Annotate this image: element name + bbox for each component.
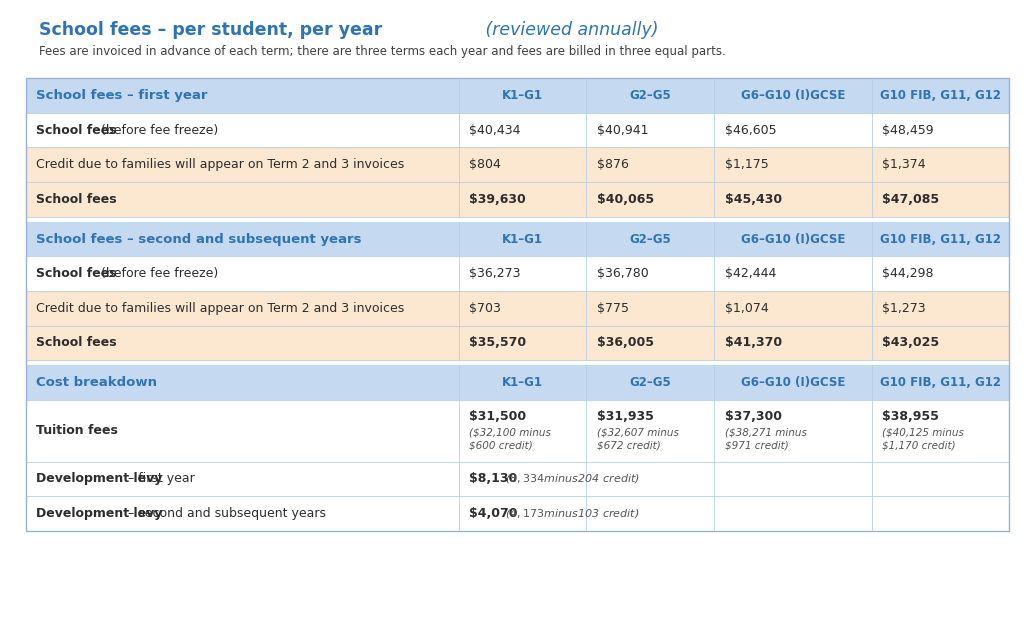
- Text: Development levy: Development levy: [36, 472, 163, 485]
- Text: G2–G5: G2–G5: [629, 376, 672, 389]
- Text: School fees – first year: School fees – first year: [36, 89, 208, 102]
- Text: $42,444: $42,444: [725, 267, 776, 280]
- Text: $47,085: $47,085: [882, 193, 939, 206]
- Text: G2–G5: G2–G5: [629, 89, 672, 102]
- Bar: [26, 78, 1009, 113]
- Bar: [26, 291, 1009, 326]
- Bar: [26, 365, 1009, 400]
- Text: (reviewed annually): (reviewed annually): [480, 21, 658, 38]
- Text: $45,430: $45,430: [725, 193, 782, 206]
- Text: School fees: School fees: [36, 124, 116, 137]
- Text: $46,605: $46,605: [725, 124, 777, 137]
- Text: (before fee freeze): (before fee freeze): [97, 124, 218, 137]
- Text: G6–G10 (I)GCSE: G6–G10 (I)GCSE: [741, 376, 846, 389]
- Text: $38,955: $38,955: [882, 410, 939, 423]
- Text: $41,370: $41,370: [725, 337, 782, 349]
- Text: $804: $804: [469, 158, 501, 171]
- Text: $1,273: $1,273: [882, 302, 926, 315]
- Text: $48,459: $48,459: [882, 124, 933, 137]
- Text: $36,780: $36,780: [596, 267, 649, 280]
- Text: Credit due to families will appear on Term 2 and 3 invoices: Credit due to families will appear on Te…: [36, 302, 405, 315]
- Text: $37,300: $37,300: [725, 410, 782, 423]
- Text: $31,500: $31,500: [469, 410, 526, 423]
- Text: $876: $876: [596, 158, 628, 171]
- Text: $40,434: $40,434: [469, 124, 520, 137]
- Bar: [26, 462, 1009, 496]
- Bar: [26, 326, 1009, 360]
- Text: Development levy: Development levy: [36, 507, 163, 520]
- Text: ($8,334 minus $204 credit): ($8,334 minus $204 credit): [502, 472, 640, 485]
- Text: G6–G10 (I)GCSE: G6–G10 (I)GCSE: [741, 233, 846, 246]
- Text: G10 FIB, G11, G12: G10 FIB, G11, G12: [880, 233, 1001, 246]
- Text: ($4,173 minus $103 credit): ($4,173 minus $103 credit): [502, 507, 640, 520]
- Text: $40,065: $40,065: [596, 193, 654, 206]
- Text: $775: $775: [596, 302, 628, 315]
- Text: $1,074: $1,074: [725, 302, 768, 315]
- Text: $35,570: $35,570: [469, 337, 526, 349]
- Text: – second and subsequent years: – second and subsequent years: [125, 507, 327, 520]
- Text: ($32,100 minus
$600 credit): ($32,100 minus $600 credit): [469, 428, 551, 450]
- Text: $4,070: $4,070: [469, 507, 517, 520]
- Text: $8,130: $8,130: [469, 472, 517, 485]
- Text: G10 FIB, G11, G12: G10 FIB, G11, G12: [880, 376, 1001, 389]
- Bar: [26, 256, 1009, 291]
- Text: K1–G1: K1–G1: [502, 376, 543, 389]
- Text: $1,374: $1,374: [882, 158, 926, 171]
- Text: $43,025: $43,025: [882, 337, 939, 349]
- Text: School fees – second and subsequent years: School fees – second and subsequent year…: [36, 233, 362, 246]
- Text: K1–G1: K1–G1: [502, 89, 543, 102]
- Text: $44,298: $44,298: [882, 267, 933, 280]
- Text: School fees – per student, per year: School fees – per student, per year: [39, 21, 382, 38]
- Bar: [26, 400, 1009, 462]
- Text: $31,935: $31,935: [596, 410, 654, 423]
- Text: Fees are invoiced in advance of each term; there are three terms each year and f: Fees are invoiced in advance of each ter…: [39, 45, 726, 58]
- Text: $39,630: $39,630: [469, 193, 525, 206]
- Text: ($32,607 minus
$672 credit): ($32,607 minus $672 credit): [596, 428, 679, 450]
- Text: $703: $703: [469, 302, 501, 315]
- Text: $1,175: $1,175: [725, 158, 768, 171]
- Bar: [26, 496, 1009, 531]
- Text: ($38,271 minus
$971 credit): ($38,271 minus $971 credit): [725, 428, 806, 450]
- Text: G10 FIB, G11, G12: G10 FIB, G11, G12: [880, 89, 1001, 102]
- Text: $36,005: $36,005: [596, 337, 654, 349]
- Text: G2–G5: G2–G5: [629, 233, 672, 246]
- Text: G6–G10 (I)GCSE: G6–G10 (I)GCSE: [741, 89, 846, 102]
- Text: (before fee freeze): (before fee freeze): [97, 267, 218, 280]
- Text: School fees: School fees: [36, 193, 116, 206]
- Bar: [26, 222, 1009, 256]
- Text: $40,941: $40,941: [596, 124, 648, 137]
- Text: School fees: School fees: [36, 337, 116, 349]
- Bar: [26, 182, 1009, 217]
- Text: Tuition fees: Tuition fees: [36, 424, 117, 437]
- Bar: [26, 147, 1009, 182]
- Text: – first year: – first year: [125, 472, 195, 485]
- Text: $36,273: $36,273: [469, 267, 520, 280]
- Text: School fees: School fees: [36, 267, 116, 280]
- Bar: [26, 113, 1009, 147]
- Text: Credit due to families will appear on Term 2 and 3 invoices: Credit due to families will appear on Te…: [36, 158, 405, 171]
- Bar: [26, 78, 1009, 531]
- Text: K1–G1: K1–G1: [502, 233, 543, 246]
- Text: Cost breakdown: Cost breakdown: [36, 376, 157, 389]
- Text: ($40,125 minus
$1,170 credit): ($40,125 minus $1,170 credit): [882, 428, 964, 450]
